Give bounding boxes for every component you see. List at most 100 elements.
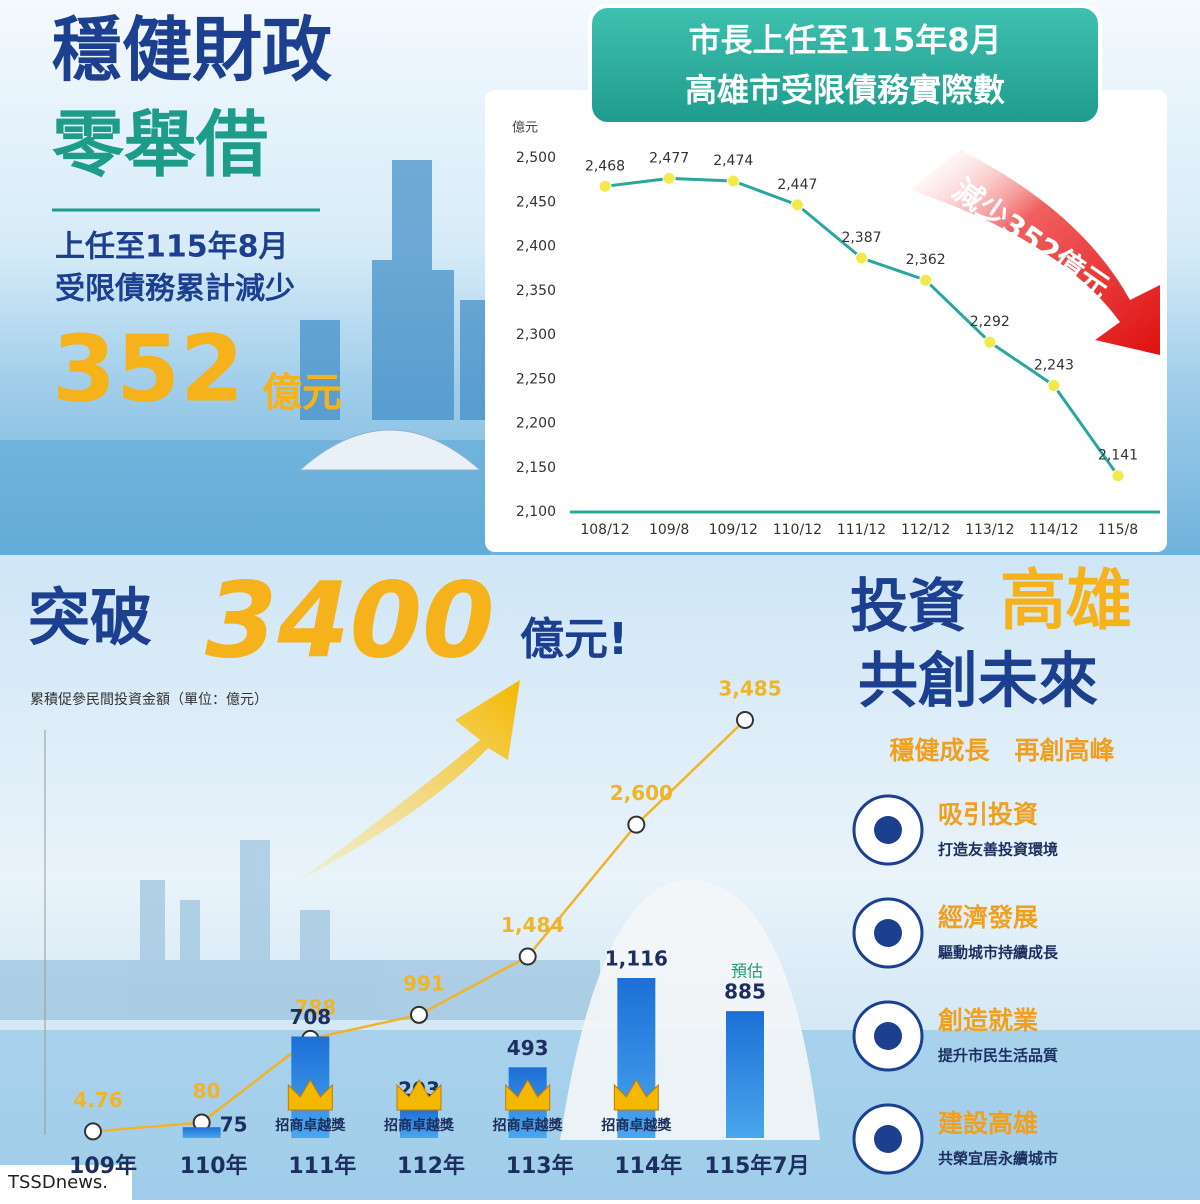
value-label: 2,243: [1034, 357, 1074, 373]
invest-items: 吸引投資打造友善投資環境經濟發展驅動城市持續成長創造就業提升市民生活品質建設高雄…: [852, 794, 1059, 1175]
value-label: 708: [289, 1005, 331, 1029]
y-tick-label: 2,500: [516, 150, 556, 166]
crown-icon: [613, 1079, 659, 1111]
item-title: 吸引投資: [938, 800, 1038, 829]
bar: [182, 1127, 221, 1138]
crown-icon: [287, 1079, 333, 1111]
value-label: 493: [507, 1036, 549, 1060]
item-title: 創造就業: [938, 1006, 1038, 1035]
value-label: 2,468: [585, 158, 625, 174]
x-tick-label: 111年: [288, 1153, 356, 1179]
x-tick-label: 112/12: [901, 522, 950, 538]
header-subtitle: 零舉借: [52, 103, 268, 187]
value-label: 75: [220, 1113, 248, 1137]
point: [518, 947, 537, 966]
value-label: 2,447: [777, 177, 817, 193]
y-tick-label: 2,100: [516, 504, 556, 520]
x-tick-label: 109年: [69, 1153, 137, 1179]
value-label: 80: [193, 1079, 221, 1103]
y-tick-label: 2,400: [516, 239, 556, 255]
skyline: [300, 160, 485, 420]
point: [598, 179, 612, 193]
chart-subtitle: 高雄市受限債務實際數: [685, 71, 1005, 109]
y-tick-label: 2,250: [516, 371, 556, 387]
x-tick-label: 114年: [614, 1153, 682, 1179]
item-icon-inner: [874, 919, 902, 947]
value-label: 1,116: [605, 947, 668, 971]
award-label: 招商卓越獎: [601, 1117, 672, 1134]
item-icon-inner: [874, 816, 902, 844]
point: [736, 711, 754, 729]
bar: [400, 1108, 438, 1138]
y-tick-label: 2,450: [516, 194, 556, 210]
y-tick-label: 2,200: [516, 416, 556, 432]
value-label: 2,292: [970, 314, 1010, 330]
value-label: 2,474: [713, 153, 753, 169]
value-label: 3,485: [718, 677, 781, 701]
x-tick-label: 110/12: [773, 522, 822, 538]
decrease-arrow: [910, 150, 1160, 355]
point: [919, 273, 933, 287]
header-title: 穩健財政: [52, 9, 332, 91]
invest-title: 共創未來: [858, 647, 1098, 717]
value-label: 1,484: [501, 913, 564, 937]
item-text: 提升市民生活品質: [938, 1047, 1058, 1065]
value-label: 991: [403, 971, 445, 995]
y-tick-label: 2,150: [516, 460, 556, 476]
header-amount: 352: [52, 315, 244, 422]
x-tick-label: 113年: [506, 1153, 574, 1179]
item-title: 經濟發展: [938, 903, 1038, 932]
chart2-title: 突破: [28, 581, 152, 654]
point: [84, 1122, 102, 1141]
header-line: 上任至115年8月: [55, 230, 289, 265]
value-label: 2,362: [906, 252, 946, 268]
chart2-title: 億元!: [520, 614, 628, 665]
value-label: 2,477: [649, 150, 689, 166]
header-line: 受限債務累計減少: [55, 272, 295, 307]
point: [1047, 378, 1061, 392]
x-tick-label: 115/8: [1098, 522, 1138, 538]
point: [627, 815, 646, 834]
value-label: 2,141: [1098, 448, 1138, 464]
chart2-subtitle: 累積促參民間投資金額（單位：億元）: [30, 692, 268, 708]
x-tick-label: 112年: [397, 1153, 465, 1179]
point: [1111, 469, 1125, 483]
invest-title: 高雄: [1000, 562, 1132, 639]
item-text: 驅動城市持續成長: [938, 944, 1059, 962]
y-tick-label: 2,300: [516, 327, 556, 343]
item-icon-inner: [874, 1022, 902, 1050]
x-tick-label: 110年: [180, 1153, 248, 1179]
point: [726, 174, 740, 188]
dome: [298, 429, 482, 471]
x-tick-label: 108/12: [580, 522, 629, 538]
invest-title: 投資: [850, 572, 966, 640]
value-label: 885: [724, 980, 766, 1004]
header-unit: 億元: [262, 370, 342, 416]
point: [983, 335, 997, 349]
chart2-title-number: 3400: [205, 559, 494, 681]
item-icon-inner: [874, 1125, 902, 1153]
x-tick-label: 109/8: [649, 522, 689, 538]
crown-icon: [505, 1079, 551, 1111]
item-title: 建設高雄: [938, 1109, 1038, 1138]
award-label: 招商卓越獎: [275, 1117, 346, 1134]
point: [855, 251, 868, 265]
value-label: 2,600: [610, 781, 673, 805]
x-tick-label: 109/12: [709, 522, 758, 538]
point: [410, 1005, 428, 1024]
award-label: 招商卓越獎: [493, 1117, 564, 1134]
invest-slogan: 穩健成長 再創高峰: [889, 736, 1114, 765]
item-text: 共榮宜居永續城市: [938, 1150, 1058, 1168]
bar: [726, 1011, 764, 1138]
chart-title-box: [588, 4, 1102, 126]
growth-arrow: [300, 680, 520, 880]
chart-title: 市長上任至115年8月: [688, 21, 1001, 59]
value-label: 788: [294, 995, 336, 1019]
x-tick-label: 113/12: [965, 522, 1014, 538]
item-text: 打造友善投資環境: [938, 841, 1058, 859]
x-tick-label: 115年7月: [704, 1153, 809, 1179]
point: [662, 171, 676, 185]
watermark: TSSDnews.: [7, 1172, 108, 1193]
